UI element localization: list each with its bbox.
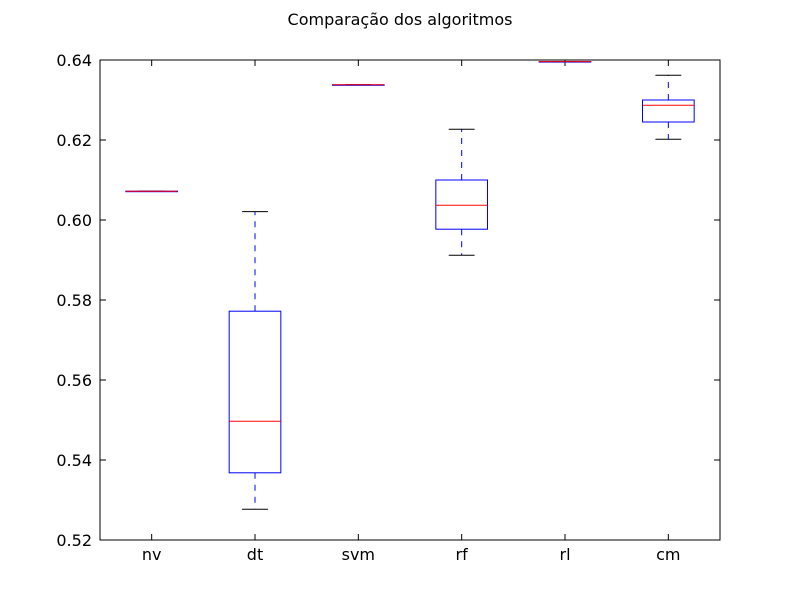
x-tick-label: rf: [456, 545, 469, 564]
y-tick-label: 0.64: [56, 51, 92, 70]
box-rf: [435, 179, 489, 230]
x-tick-label: svm: [342, 545, 375, 564]
x-tick-label: rl: [559, 545, 570, 564]
y-tick-label: 0.62: [56, 131, 92, 150]
y-tick-label: 0.58: [56, 291, 92, 310]
box-dt: [228, 310, 282, 474]
y-tick-label: 0.52: [56, 531, 92, 550]
plot-frame: [99, 59, 721, 541]
x-tick-label: nv: [142, 545, 162, 564]
x-tick-label: dt: [247, 545, 263, 564]
chart-title: Comparação dos algoritmos: [287, 10, 513, 29]
y-tick-label: 0.60: [56, 211, 92, 230]
box-cm: [642, 99, 695, 123]
y-tick-label: 0.54: [56, 451, 92, 470]
y-tick-label: 0.56: [56, 371, 92, 390]
x-tick-label: cm: [656, 545, 680, 564]
plot-area: 0.52 0.54 0.56 0.58 0.60 0.62 0.64 nv dt svm rf rl c…: [56, 51, 721, 564]
